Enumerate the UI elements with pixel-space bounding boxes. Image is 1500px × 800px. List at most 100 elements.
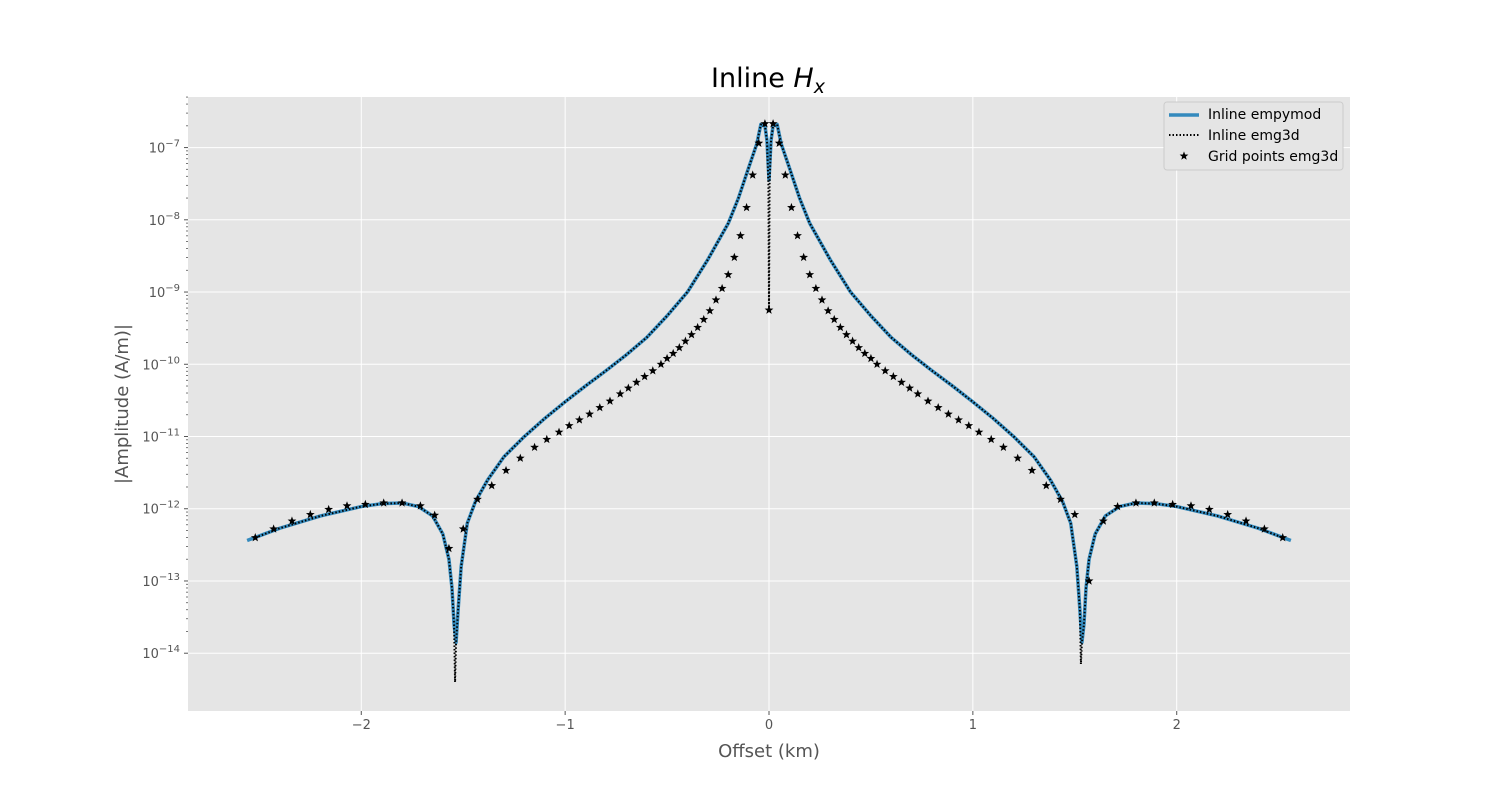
- grid-point-marker: [542, 434, 552, 444]
- grid-point-marker: [986, 434, 996, 444]
- x-tick-label: 0: [765, 718, 773, 733]
- legend-swatch-grid-points: [1179, 151, 1189, 160]
- chart-title: Inline Hx: [711, 63, 826, 98]
- chart-title-math-sub: x: [813, 76, 826, 98]
- grid-point-marker: [923, 396, 933, 405]
- grid-point-marker: [711, 295, 721, 304]
- grid-point-marker: [1070, 509, 1080, 519]
- y-tick-label: 10−10: [142, 355, 180, 373]
- grid-point-marker: [897, 377, 906, 387]
- grid-point-marker: [1149, 498, 1159, 507]
- y-tick-label: 10−8: [149, 211, 180, 229]
- grid-point-marker: [416, 501, 425, 510]
- y-tick-label: 10−9: [149, 283, 180, 301]
- grid-point-marker: [748, 170, 758, 179]
- grid-point-marker: [974, 427, 984, 436]
- grid-point-marker: [1027, 465, 1037, 475]
- grid-point-marker: [1168, 499, 1178, 509]
- grid-point-marker: [1223, 509, 1233, 519]
- grid-point-marker: [687, 330, 696, 339]
- grid-point-marker: [623, 383, 633, 392]
- grid-point-marker: [736, 231, 745, 240]
- grid-point-marker: [854, 343, 864, 352]
- legend-label-grid-points: Grid points emg3d: [1208, 149, 1338, 165]
- grid-point-marker: [787, 202, 796, 212]
- grid-point-marker: [764, 305, 774, 314]
- grid-point-marker: [585, 409, 594, 418]
- grid-point-marker: [933, 403, 943, 412]
- x-tick-label: 1: [969, 718, 977, 733]
- grid-point-marker: [693, 322, 703, 332]
- grid-point-marker: [342, 501, 352, 510]
- grid-point-marker: [805, 270, 815, 279]
- grid-point-marker: [501, 465, 511, 475]
- x-tick-label: −2: [352, 718, 371, 733]
- y-tick-label: 10−12: [142, 500, 180, 518]
- grid-point-marker: [793, 231, 802, 240]
- grid-point-marker: [1186, 501, 1196, 510]
- grid-point-marker: [530, 442, 539, 452]
- grid-point-marker: [444, 543, 454, 553]
- x-axis: −2 −1 0 1 2: [352, 711, 1181, 733]
- x-tick-label: −1: [556, 718, 575, 733]
- grid-point-marker: [648, 366, 658, 375]
- grid-point-marker: [799, 252, 809, 262]
- grid-point-marker: [999, 442, 1008, 452]
- grid-point-marker: [487, 481, 497, 490]
- grid-point-marker: [848, 336, 857, 345]
- chart-title-math: H: [793, 63, 813, 94]
- legend-box: [1163, 101, 1344, 171]
- grid-point-marker: [817, 295, 827, 304]
- grid-point-marker: [250, 533, 260, 542]
- grid-point-marker: [829, 314, 839, 324]
- grid-point-marker: [699, 314, 709, 324]
- grid-point-marker: [632, 377, 641, 387]
- grid-point-marker: [1131, 498, 1141, 507]
- grid-point-marker: [656, 359, 666, 368]
- grid-point-marker: [615, 389, 625, 398]
- grid-point-marker: [1098, 516, 1108, 525]
- grid-point-marker: [954, 415, 963, 424]
- chart-title-text: Inline: [711, 63, 785, 94]
- y-tick-label: 10−7: [149, 139, 180, 157]
- grid-point-marker: [674, 343, 684, 352]
- grid-point-marker: [768, 119, 778, 128]
- grid-point-marker: [872, 359, 882, 368]
- legend: Inline empymod Inline emg3d Grid points …: [1163, 101, 1344, 171]
- grid-point-marker: [964, 421, 974, 430]
- grid-point-marker: [305, 509, 315, 519]
- grid-point-marker: [823, 306, 833, 315]
- grid-point-marker: [1204, 504, 1214, 514]
- grid-point-marker: [835, 322, 845, 332]
- y-axis: 10−7 10−8 10−9 10−10 10−11 10−12 10−13 10−14: [142, 96, 188, 662]
- grid-point-marker: [379, 498, 389, 507]
- grid-point-marker: [1278, 533, 1288, 542]
- grid-point-marker: [774, 138, 784, 147]
- grid-point-marker: [397, 498, 407, 507]
- grid-point-marker: [430, 510, 440, 519]
- grid-point-marker: [324, 504, 334, 514]
- grid-point-marker: [905, 383, 915, 392]
- x-tick-label: 2: [1173, 718, 1181, 733]
- grid-point-marker: [754, 138, 764, 147]
- grid-point-marker: [842, 330, 851, 339]
- grid-point-marker: [458, 524, 468, 533]
- grid-point-marker: [944, 409, 953, 418]
- grid-point-marker: [1013, 453, 1023, 462]
- grid-point-marker: [880, 366, 890, 375]
- grid-point-marker: [1113, 501, 1122, 511]
- grid-point-marker: [515, 453, 525, 462]
- grid-point-marker: [668, 348, 678, 358]
- grid-point-marker: [595, 403, 605, 412]
- grid-point-marker: [760, 119, 770, 128]
- grid-point-marker: [742, 202, 751, 212]
- grid-point-marker: [811, 283, 821, 293]
- grid-point-marker: [705, 306, 715, 315]
- y-tick-label: 10−11: [142, 428, 180, 446]
- grid-point-marker: [1241, 516, 1251, 525]
- grid-point-marker: [662, 353, 672, 363]
- grid-point-marker: [888, 371, 898, 381]
- grid-point-marker: [473, 494, 482, 504]
- y-axis-label: |Amplitude (A/m)|: [112, 324, 133, 484]
